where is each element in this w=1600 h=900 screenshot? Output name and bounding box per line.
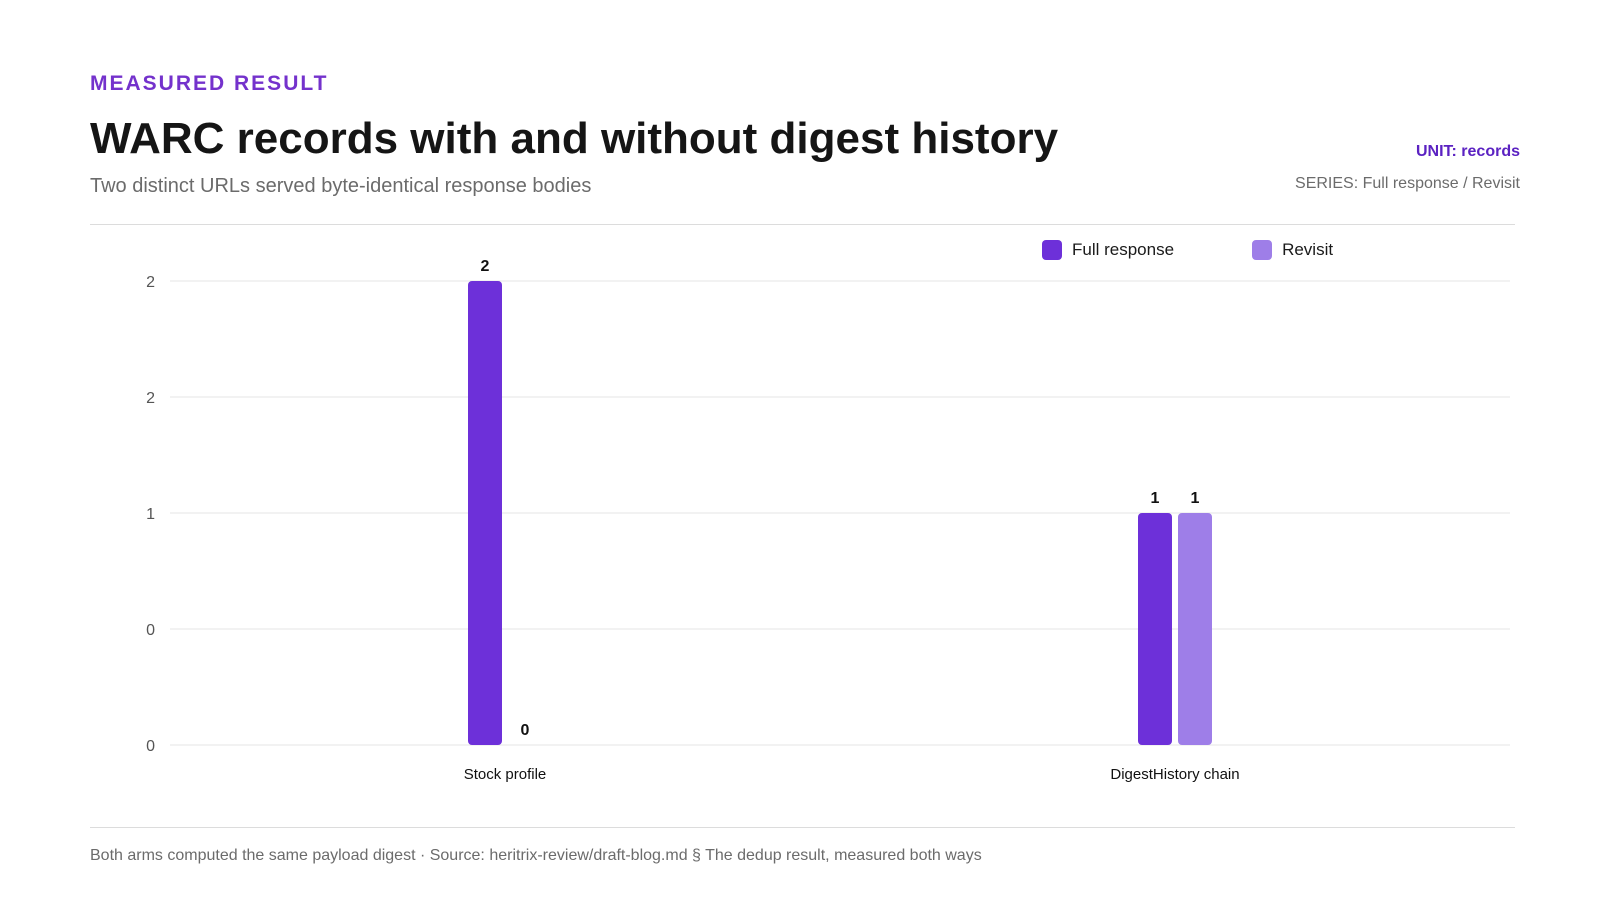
y-axis-ticks: 0 0 1 2 2 — [146, 274, 155, 755]
y-tick-label: 2 — [146, 274, 155, 291]
y-tick-label: 1 — [146, 506, 155, 523]
y-tick-label: 0 — [146, 738, 155, 755]
chart-title: WARC records with and without digest his… — [90, 114, 1059, 163]
bars — [468, 281, 1212, 745]
bar — [468, 281, 502, 745]
x-tick-label: DigestHistory chain — [1110, 766, 1239, 783]
bar-value-label: 2 — [481, 258, 490, 275]
grid-lines — [170, 280, 1510, 746]
chart-legend: Full response Revisit — [1042, 240, 1333, 260]
bar-value-label: 1 — [1151, 490, 1160, 507]
series-label: SERIES: Full response / Revisit — [1295, 175, 1520, 192]
y-tick-label: 0 — [146, 622, 155, 639]
legend-item-full-response: Full response — [1042, 240, 1174, 260]
legend-label-full-response: Full response — [1072, 240, 1175, 259]
header-divider — [90, 224, 1515, 225]
legend-swatch-revisit — [1252, 240, 1273, 260]
chart-subtitle: Two distinct URLs served byte-identical … — [90, 175, 592, 197]
x-tick-label: Stock profile — [464, 766, 547, 783]
bar — [1138, 513, 1172, 745]
footer-divider — [90, 827, 1515, 828]
legend-label-revisit: Revisit — [1282, 240, 1334, 259]
eyebrow-label: MEASURED RESULT — [90, 72, 329, 95]
x-axis-ticks: Stock profile DigestHistory chain — [464, 766, 1240, 783]
unit-label: UNIT: records — [1415, 143, 1520, 160]
bar-value-label: 1 — [1191, 490, 1200, 507]
legend-swatch-full-response — [1042, 240, 1062, 260]
y-tick-label: 2 — [146, 390, 155, 407]
bar-value-label: 0 — [521, 722, 530, 739]
legend-item-revisit: Revisit — [1252, 240, 1333, 260]
footer-note: Both arms computed the same payload dige… — [90, 847, 982, 864]
bar — [1178, 513, 1212, 745]
data-labels: 201 1 — [481, 258, 1200, 739]
